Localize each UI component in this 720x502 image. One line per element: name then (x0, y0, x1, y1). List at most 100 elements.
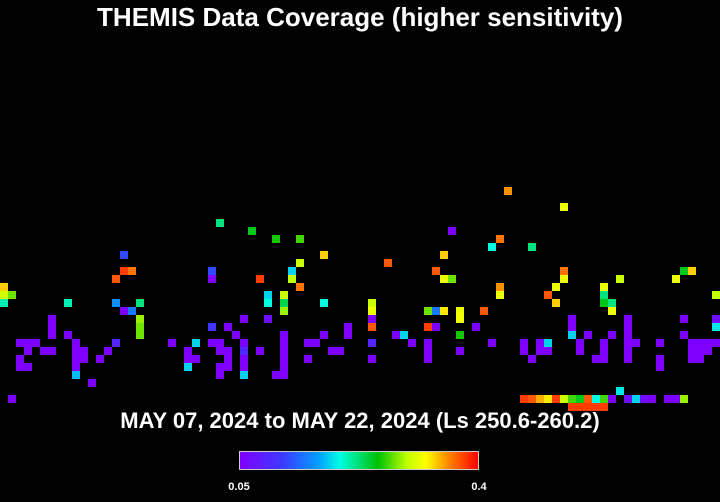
coverage-cell (80, 355, 88, 363)
coverage-cell (96, 355, 104, 363)
coverage-cell (432, 267, 440, 275)
coverage-cell (576, 339, 584, 347)
coverage-cell (136, 315, 144, 323)
coverage-cell (712, 323, 720, 331)
coverage-cell (224, 363, 232, 371)
color-scale-max-label: 0.4 (471, 481, 487, 493)
coverage-cell (224, 323, 232, 331)
coverage-cell (496, 235, 504, 243)
coverage-cell (560, 275, 568, 283)
coverage-cell (192, 355, 200, 363)
coverage-cell (24, 339, 32, 347)
coverage-cell (568, 315, 576, 323)
coverage-cell (0, 291, 8, 299)
coverage-cell (600, 395, 608, 403)
coverage-cell (504, 187, 512, 195)
coverage-cell (168, 339, 176, 347)
coverage-cell (280, 347, 288, 355)
color-scale-min-label: 0.05 (228, 481, 250, 493)
coverage-cell (48, 331, 56, 339)
coverage-cell (240, 339, 248, 347)
coverage-cell (280, 339, 288, 347)
coverage-cell (664, 395, 672, 403)
coverage-cell (240, 315, 248, 323)
coverage-cell (440, 307, 448, 315)
coverage-cell (288, 267, 296, 275)
coverage-cell (552, 395, 560, 403)
coverage-cell (288, 275, 296, 283)
coverage-cell (216, 371, 224, 379)
coverage-cell (0, 299, 8, 307)
coverage-cell (528, 243, 536, 251)
coverage-cell (440, 275, 448, 283)
coverage-cell (216, 339, 224, 347)
coverage-cell (576, 403, 584, 411)
coverage-cell (592, 395, 600, 403)
coverage-cell (216, 347, 224, 355)
coverage-cell (112, 275, 120, 283)
coverage-cell (568, 403, 576, 411)
coverage-cell (224, 347, 232, 355)
coverage-cell (528, 355, 536, 363)
coverage-cell (704, 339, 712, 347)
coverage-cell (128, 307, 136, 315)
coverage-cell (672, 275, 680, 283)
coverage-cell (280, 299, 288, 307)
coverage-cell (648, 395, 656, 403)
coverage-cell (520, 395, 528, 403)
coverage-cell (656, 363, 664, 371)
coverage-cell (120, 267, 128, 275)
coverage-cell (264, 299, 272, 307)
coverage-cell (312, 339, 320, 347)
coverage-cell (624, 347, 632, 355)
coverage-cell (616, 275, 624, 283)
coverage-cell (64, 331, 72, 339)
coverage-cell (128, 267, 136, 275)
coverage-cell (544, 347, 552, 355)
coverage-cell (216, 219, 224, 227)
coverage-cell (544, 395, 552, 403)
coverage-cell (240, 371, 248, 379)
coverage-cell (600, 339, 608, 347)
coverage-cell (328, 347, 336, 355)
coverage-cell (544, 291, 552, 299)
coverage-cell (280, 291, 288, 299)
coverage-cell (568, 323, 576, 331)
coverage-cell (80, 347, 88, 355)
coverage-cell (40, 347, 48, 355)
coverage-cell (208, 275, 216, 283)
coverage-cell (448, 227, 456, 235)
coverage-cell (536, 395, 544, 403)
coverage-cell (680, 315, 688, 323)
coverage-cell (368, 355, 376, 363)
coverage-cell (24, 347, 32, 355)
coverage-cell (496, 283, 504, 291)
coverage-cell (696, 355, 704, 363)
coverage-cell (440, 251, 448, 259)
coverage-cell (520, 339, 528, 347)
coverage-cell (256, 347, 264, 355)
coverage-cell (192, 339, 200, 347)
coverage-cell (624, 395, 632, 403)
coverage-cell (688, 339, 696, 347)
coverage-cell (656, 339, 664, 347)
coverage-cell (688, 355, 696, 363)
coverage-cell (472, 323, 480, 331)
coverage-cell (280, 371, 288, 379)
coverage-cell (344, 323, 352, 331)
coverage-cell (72, 339, 80, 347)
date-range-label: MAY 07, 2024 to MAY 22, 2024 (Ls 250.6-2… (120, 408, 600, 433)
coverage-cell (344, 331, 352, 339)
coverage-cell (296, 283, 304, 291)
coverage-cell (584, 395, 592, 403)
coverage-cell (480, 307, 488, 315)
coverage-cell (424, 355, 432, 363)
coverage-cell (16, 339, 24, 347)
coverage-cell (368, 299, 376, 307)
coverage-cell (280, 331, 288, 339)
coverage-cell (48, 347, 56, 355)
coverage-cell (392, 331, 400, 339)
coverage-cell (64, 299, 72, 307)
coverage-cell (296, 259, 304, 267)
